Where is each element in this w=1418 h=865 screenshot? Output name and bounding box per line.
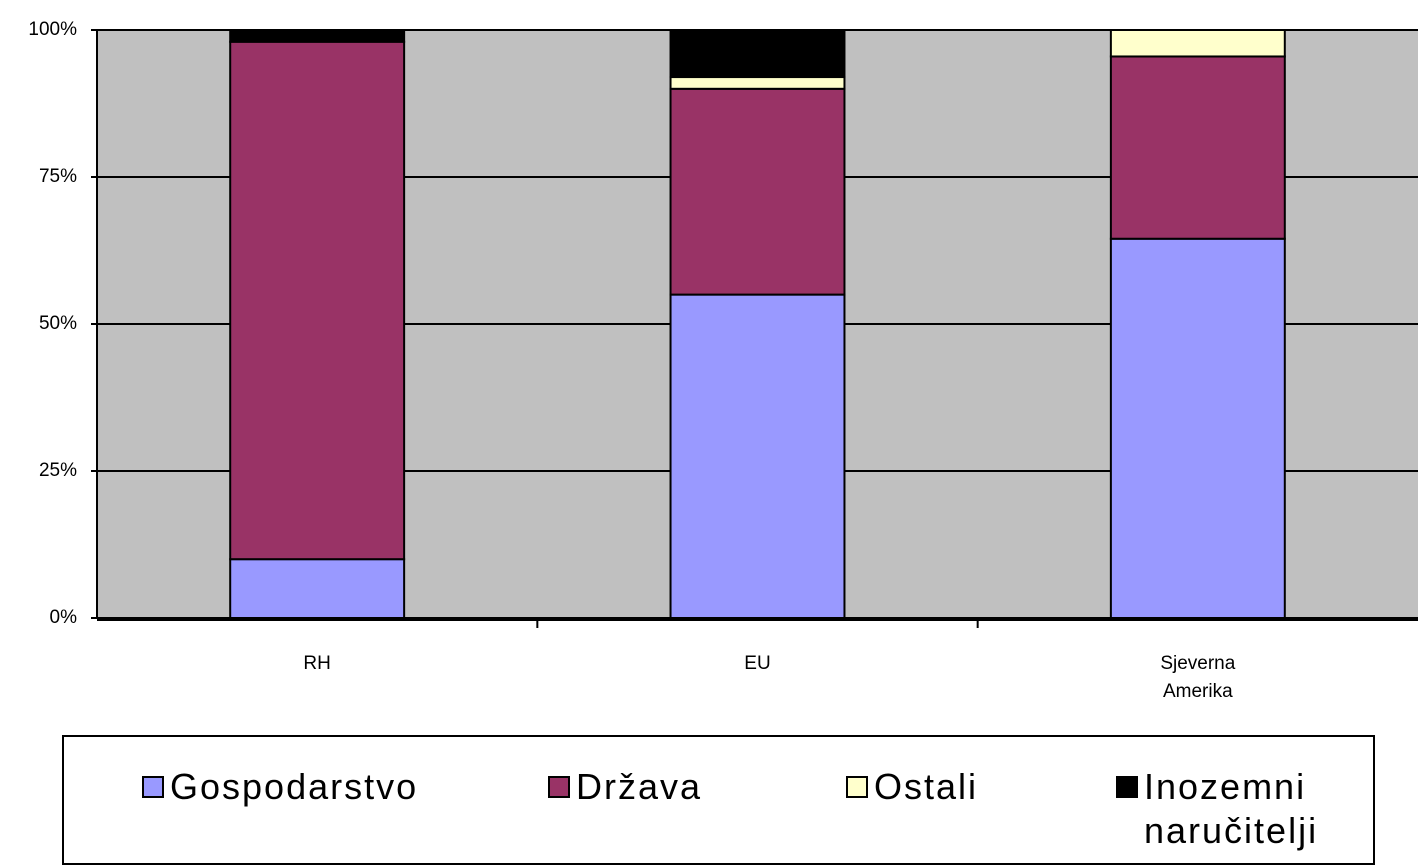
legend-item: Ostali: [846, 765, 978, 809]
bar-segment: [669, 29, 846, 79]
y-tick-label: 25%: [39, 460, 77, 481]
chart: 0% 25% 50% 75% 100%: [28, 19, 1418, 628]
bar-segment: [229, 29, 406, 43]
bar-segment: [1109, 55, 1286, 240]
y-tick-label: 75%: [39, 166, 77, 187]
legend-swatch: [846, 776, 868, 798]
legend-label: Država: [576, 766, 703, 807]
legend-label: Ostali: [874, 766, 979, 807]
legend-swatch: [548, 776, 570, 798]
legend: Gospodarstvo Država Ostali Inozemni naručit…: [62, 735, 1375, 865]
y-tick-label: 50%: [39, 313, 77, 334]
bar-segment: [229, 40, 406, 561]
x-tick-label: Sjeverna Amerika: [1160, 653, 1236, 702]
legend-swatch: [1116, 776, 1138, 798]
bar-segment: [669, 87, 846, 296]
bar-segment: [229, 558, 406, 620]
legend-item: Gospodarstvo: [142, 765, 419, 809]
bar-segment: [669, 293, 846, 619]
legend-label: Inozemni naručitelji: [1144, 766, 1319, 851]
legend-label: Gospodarstvo: [170, 766, 419, 807]
bar-segment: [1109, 29, 1286, 58]
x-tick-label: RH: [303, 653, 331, 674]
legend-item: Država: [548, 765, 702, 809]
y-tick-label: 100%: [28, 19, 77, 40]
legend-swatch: [142, 776, 164, 798]
x-tick-label: EU: [744, 653, 771, 674]
legend-item: Inozemni naručitelji: [1116, 765, 1319, 853]
bar-segment: [669, 76, 846, 90]
bar-segment: [1109, 237, 1286, 620]
y-tick-label: 0%: [50, 607, 78, 628]
